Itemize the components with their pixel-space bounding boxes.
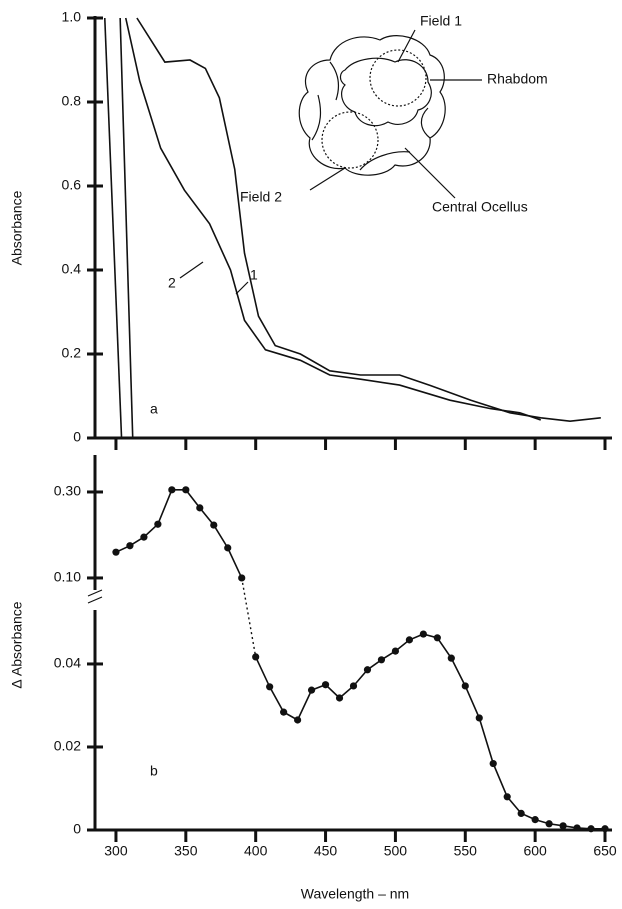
series-label: 1	[250, 267, 258, 283]
data-line	[119, 17, 134, 439]
data-line	[254, 633, 606, 830]
data-point	[335, 694, 344, 702]
x-tick-label: 650	[593, 843, 617, 859]
y-axis-label: Δ Absorbance	[9, 601, 25, 688]
data-point	[294, 716, 302, 724]
x-tick-label: 300	[104, 843, 128, 859]
data-point	[503, 793, 511, 801]
data-point	[196, 504, 204, 512]
data-point	[224, 544, 232, 552]
leader-line	[235, 281, 249, 295]
data-line	[136, 17, 601, 423]
data-point	[377, 656, 386, 664]
data-point	[545, 820, 553, 828]
panel-letter: b	[150, 763, 158, 779]
panel-letter: a	[150, 401, 158, 417]
x-tick-label: 600	[523, 843, 547, 859]
data-point	[559, 822, 567, 830]
lobe-line	[311, 61, 431, 171]
data-point	[210, 521, 218, 529]
x-tick-label: 400	[244, 843, 268, 859]
y-tick-label: 0	[73, 821, 81, 837]
field-1-circle	[369, 49, 427, 107]
data-point	[363, 666, 372, 674]
y-tick-label: 0.8	[62, 93, 82, 109]
data-point	[531, 816, 539, 824]
x-tick-label: 450	[314, 843, 338, 859]
data-point	[168, 486, 176, 494]
y-tick-label: 0.02	[54, 738, 81, 754]
x-tick-label: 350	[174, 843, 198, 859]
data-point	[154, 520, 162, 528]
inset-label: Field 1	[420, 13, 462, 29]
axis-break	[87, 589, 103, 604]
rhabdom-outline	[339, 57, 432, 127]
x-axis-label: Wavelength – nm	[301, 886, 409, 902]
y-tick-label: 0.6	[62, 177, 82, 193]
data-line	[103, 17, 123, 439]
data-point	[475, 714, 483, 722]
data-point	[461, 682, 469, 690]
leader-line	[404, 147, 456, 199]
y-tick-label: 0.4	[62, 261, 82, 277]
inset-label: Field 2	[240, 189, 282, 205]
ocellus-outline	[298, 35, 446, 176]
data-point	[489, 759, 497, 768]
data-point	[266, 683, 274, 691]
data-point	[140, 533, 148, 541]
leader-line	[309, 167, 346, 191]
y-tick-label: 1.0	[62, 9, 82, 25]
y-axis-label: Absorbance	[9, 190, 25, 265]
inset-label: Rhabdom	[487, 71, 548, 87]
x-tick-label: 550	[454, 843, 478, 859]
y-tick-label: 0.30	[54, 483, 81, 499]
data-point	[433, 634, 441, 642]
series-label: 2	[168, 275, 176, 291]
data-point	[182, 486, 190, 494]
data-point	[307, 686, 316, 694]
data-point	[391, 647, 400, 655]
data-line	[124, 17, 541, 421]
x-tick-label: 500	[384, 843, 408, 859]
y-tick-label: 0.10	[54, 569, 81, 585]
data-point	[112, 548, 120, 556]
data-point	[419, 630, 427, 638]
data-point	[601, 825, 609, 833]
data-point	[321, 681, 330, 689]
data-point	[587, 825, 595, 833]
break-connector	[241, 577, 257, 658]
data-point	[126, 542, 134, 550]
y-tick-label: 0.04	[54, 655, 81, 671]
leader-line	[397, 29, 416, 63]
inset-label: Central Ocellus	[432, 199, 528, 215]
field-2-circle	[321, 111, 379, 169]
data-point	[573, 824, 581, 832]
data-point	[517, 809, 525, 817]
y-tick-label: 0.2	[62, 345, 82, 361]
y-tick-label: 0	[73, 429, 81, 445]
leader-line	[179, 261, 204, 279]
data-point	[405, 636, 413, 644]
data-point	[447, 654, 455, 662]
inset-diagram: Field 1 Rhabdom Field 2 Central Ocellus	[240, 13, 548, 215]
data-point	[349, 682, 358, 690]
data-line	[115, 489, 243, 579]
data-point	[280, 708, 288, 716]
